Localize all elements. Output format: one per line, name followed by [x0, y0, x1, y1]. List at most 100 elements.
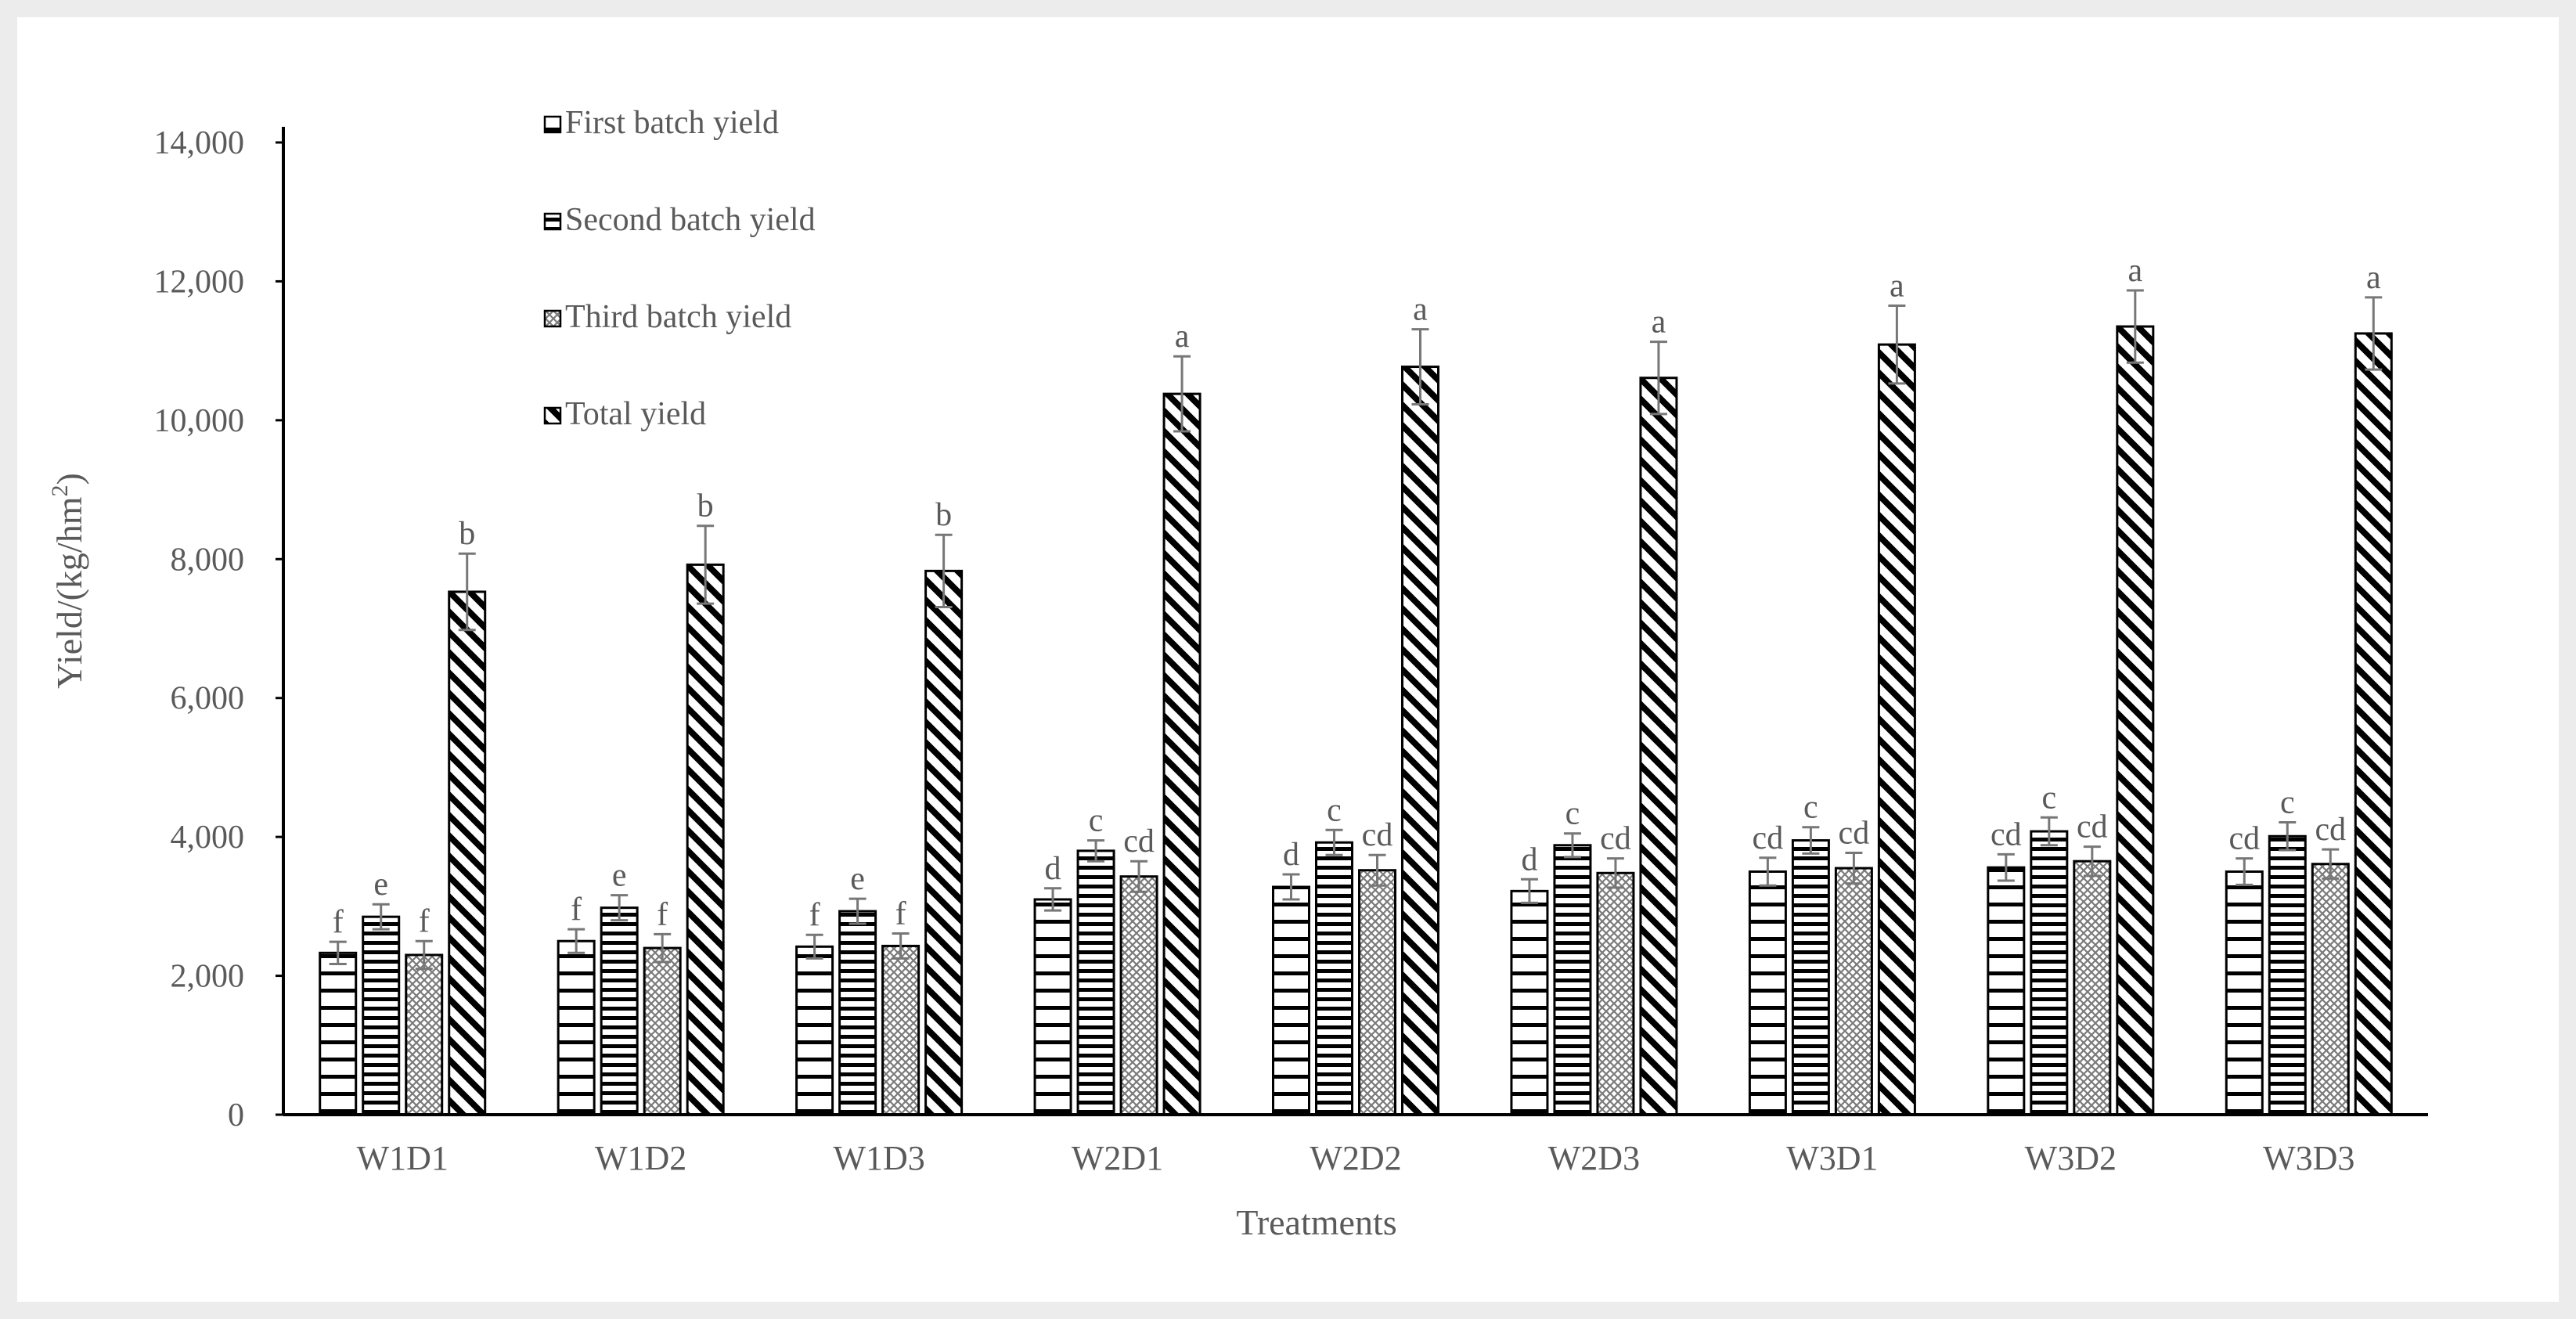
error-bar [1845, 852, 1863, 885]
error-bar [1997, 852, 2015, 882]
error-bar [1368, 853, 1386, 887]
bar [686, 563, 725, 1116]
significance-letter: d [1283, 837, 1299, 873]
x-axis-tick-labels: W1D1 W1D2 W1D3 W2D1 W2D2 W2D3 W3D1 W3D2 W3D3 [357, 1139, 2355, 1177]
significance-letter: cd [1600, 821, 1631, 857]
significance-letter: a [1652, 305, 1666, 341]
y-axis-title-main: Yield/(kg/hm [49, 496, 89, 689]
significance-letter: a [1175, 319, 1190, 355]
bar [1596, 871, 1635, 1116]
bar [1553, 844, 1592, 1116]
bar [557, 939, 596, 1116]
error-bar [1649, 341, 1667, 416]
bar-chart: 02,0004,0006,0008,00010,00012,00014,000 … [47, 105, 2428, 1242]
bar [600, 906, 639, 1116]
bar [1987, 866, 2026, 1116]
y-axis-title-superscript: 2 [47, 485, 73, 497]
bar [643, 946, 682, 1116]
significance-letter: b [697, 488, 714, 524]
significance-letter: b [935, 497, 952, 533]
legend-item: Third batch yield [543, 299, 791, 335]
significance-letter: f [419, 903, 430, 939]
bar [1272, 885, 1310, 1116]
bar [1834, 867, 1873, 1116]
y-axis-title-close: ) [49, 473, 89, 485]
bar [1162, 392, 1202, 1116]
bar [319, 951, 358, 1116]
significance-letter: a [2128, 253, 2143, 289]
legend-label: First batch yield [565, 105, 779, 141]
x-tick-label: W1D3 [833, 1139, 924, 1177]
significance-letter: e [612, 858, 627, 894]
error-bar [458, 552, 476, 632]
error-bar [1282, 873, 1300, 901]
significance-letter: c [2042, 780, 2057, 816]
bar [2354, 332, 2393, 1116]
error-bar [2236, 857, 2254, 886]
bar [1510, 889, 1549, 1116]
significance-letter: cd [1991, 816, 2022, 852]
significance-letter: c [1089, 803, 1104, 839]
y-tick-label: 0 [228, 1097, 244, 1133]
bar [2030, 830, 2069, 1116]
bar [1791, 839, 1830, 1116]
error-bar [2040, 816, 2058, 847]
error-bar [567, 928, 585, 954]
error-bar [2322, 848, 2340, 880]
y-tick-label: 8,000 [171, 542, 245, 578]
error-bar [1802, 826, 1820, 855]
error-bar [654, 932, 672, 964]
error-bar [1563, 832, 1581, 859]
x-tick-label: W3D2 [2025, 1139, 2117, 1177]
bar [1748, 870, 1787, 1116]
error-bar [611, 894, 629, 922]
error-bar [1173, 355, 1191, 433]
bars-layer: fefbfefbfefbdccdadccdadccdacdccdacdccdac… [319, 253, 2393, 1116]
significance-letter: f [571, 892, 582, 928]
x-tick-label: W2D3 [1548, 1139, 1640, 1177]
y-tick-label: 10,000 [154, 403, 245, 439]
y-tick-label: 6,000 [171, 681, 245, 717]
x-tick-label: W3D3 [2263, 1139, 2354, 1177]
x-tick-label: W3D1 [1786, 1139, 1878, 1177]
significance-letter: d [1521, 841, 1537, 878]
legend-item: Total yield [543, 396, 706, 432]
significance-letter: d [1045, 851, 1061, 887]
bar [1315, 841, 1353, 1116]
bar [1033, 898, 1072, 1116]
error-bar [2126, 289, 2144, 364]
y-tick-label: 4,000 [171, 820, 245, 856]
significance-letter: cd [1362, 817, 1393, 853]
error-bar [372, 903, 390, 931]
significance-letter: cd [1839, 816, 1870, 852]
error-bar [1044, 887, 1062, 912]
error-bar [329, 940, 347, 965]
bar [2311, 863, 2350, 1116]
x-axis-title: Treatments [1236, 1202, 1396, 1242]
error-bar [805, 933, 823, 960]
significance-letter: cd [2228, 821, 2260, 857]
y-tick-label: 2,000 [171, 959, 245, 995]
legend-label: Third batch yield [565, 299, 791, 335]
significance-letter: cd [2315, 812, 2346, 848]
error-bar [1130, 860, 1148, 893]
y-axis-title: Yield/(kg/hm2) [47, 473, 89, 689]
y-tick-label: 12,000 [154, 264, 245, 300]
chart-panel: 0 2,000 4,000 6,000 8,000 10,000 12,000 14,000 … [17, 17, 2559, 1302]
significance-letter: cd [2077, 809, 2108, 845]
significance-letter: f [809, 897, 820, 933]
bar [1877, 343, 1916, 1116]
error-bar [2083, 845, 2101, 878]
error-bar [892, 932, 910, 960]
significance-letter: e [850, 861, 865, 897]
bar [2116, 325, 2155, 1116]
x-tick-label: W2D1 [1072, 1139, 1163, 1177]
legend-label: Total yield [565, 396, 706, 432]
bar [362, 915, 401, 1116]
significance-letter: a [1890, 268, 1904, 304]
bar [1076, 849, 1115, 1116]
error-bar [2365, 296, 2383, 371]
legend-swatch [543, 115, 562, 134]
error-bar [848, 897, 866, 925]
bar [2225, 870, 2264, 1116]
